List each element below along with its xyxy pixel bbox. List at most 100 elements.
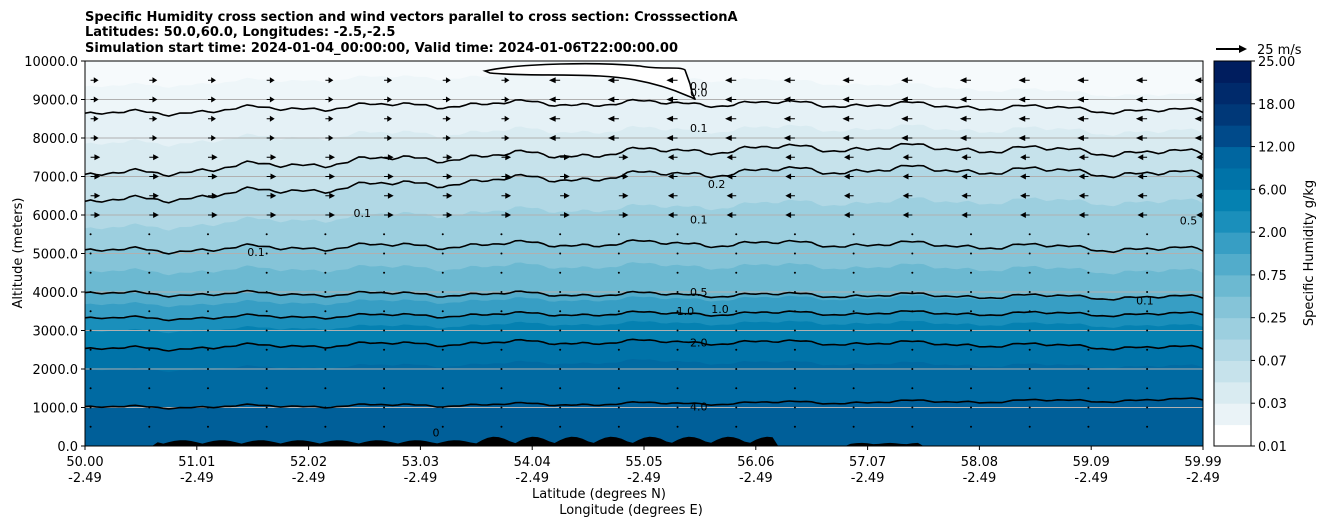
wind-arrowhead	[152, 77, 158, 84]
wind-arrow	[1028, 271, 1031, 274]
wind-arrowhead	[446, 212, 453, 218]
wind-arrow	[617, 252, 620, 255]
wind-arrow	[559, 291, 562, 293]
wind-arrow	[911, 291, 914, 293]
wind-arrow	[559, 310, 562, 313]
wind-arrow	[1146, 368, 1149, 370]
wind-arrow	[852, 406, 855, 409]
wind-arrowhead	[959, 96, 967, 103]
wind-arrowhead	[959, 135, 967, 141]
wind-arrowhead	[842, 115, 850, 122]
wind-arrow	[617, 291, 620, 293]
wind-arrow	[1028, 348, 1031, 351]
wind-arrow	[89, 271, 92, 274]
wind-arrowhead	[1137, 173, 1144, 180]
terrain	[85, 436, 1203, 446]
wind-arrow	[500, 348, 503, 351]
x-tick-label-lon: -2.49	[627, 471, 661, 486]
wind-arrow	[1146, 271, 1149, 274]
wind-arrow	[1028, 252, 1031, 255]
y-tick-label: 3000.0	[33, 325, 79, 340]
wind-arrowhead	[328, 96, 334, 103]
contour-line	[85, 338, 1203, 352]
wind-arrow	[793, 271, 796, 274]
wind-arrowhead	[667, 212, 674, 218]
wind-arrow	[852, 368, 855, 370]
wind-arrow	[911, 252, 914, 255]
colorbar-swatch	[1214, 274, 1251, 297]
wind-arrow	[852, 233, 855, 236]
wind-arrow	[852, 348, 855, 351]
wind-arrow	[148, 348, 151, 351]
wind-arrowhead	[211, 96, 216, 103]
colorbar-swatch	[1214, 232, 1251, 254]
x-tick-label-lon: -2.49	[68, 471, 102, 486]
wind-arrowhead	[666, 135, 674, 141]
wind-arrowhead	[270, 212, 277, 218]
colorbar-swatch	[1214, 317, 1251, 340]
wind-arrow	[324, 406, 327, 409]
wind-arrowhead	[959, 77, 967, 84]
wind-arrow	[500, 387, 503, 390]
wind-arrow	[1028, 291, 1031, 293]
wind-arrowhead	[93, 135, 99, 141]
wind-arrowhead	[211, 77, 216, 84]
colorbar-frame	[1213, 60, 1252, 447]
wind-arrow	[911, 368, 914, 370]
wind-arrow	[324, 310, 327, 313]
wind-arrowhead	[269, 115, 275, 122]
wind-arrow	[206, 368, 209, 370]
x-tick-label-lat: 56.06	[737, 455, 774, 470]
wind-arrow	[1146, 387, 1149, 390]
wind-arrow	[383, 329, 386, 332]
wind-arrowhead	[94, 192, 101, 199]
wind-arrow	[970, 252, 973, 255]
wind-arrow	[265, 271, 268, 274]
wind-arrowhead	[1137, 154, 1144, 161]
wind-arrow	[1028, 368, 1031, 370]
wind-arrow	[676, 291, 679, 293]
wind-arrow	[970, 368, 973, 370]
x-tick-label-lat: 53.03	[402, 455, 439, 470]
wind-arrow	[441, 387, 444, 390]
x-axis-label-lon: Longitude (degrees E)	[559, 503, 703, 518]
contour-label: 2.0	[690, 337, 708, 350]
wind-arrow	[1146, 329, 1149, 332]
wind-arrow	[1205, 253, 1207, 255]
wind-arrowhead	[387, 77, 393, 84]
wind-arrow	[559, 348, 562, 351]
wind-arrowhead	[961, 212, 968, 218]
wind-arrow	[89, 368, 92, 370]
colorbar	[1214, 61, 1251, 447]
wind-arrowhead	[783, 96, 791, 103]
wind-arrow	[735, 425, 738, 428]
wind-arrow	[676, 329, 679, 332]
contour-label: 0.1	[1136, 294, 1154, 307]
contour-label: 0.1	[690, 122, 708, 135]
wind-arrowhead	[329, 154, 335, 161]
x-tick-label-lat: 50.00	[66, 455, 103, 470]
wind-arrowhead	[1018, 135, 1026, 141]
wind-arrow	[441, 406, 444, 409]
x-tick-label-lon: -2.49	[1186, 471, 1220, 486]
wind-arrow	[206, 348, 209, 351]
wind-key: 25 m/s	[1216, 43, 1302, 58]
wind-arrowhead	[548, 135, 556, 141]
wind-arrowhead	[504, 96, 510, 103]
contour-line	[85, 310, 1203, 322]
wind-arrow	[441, 252, 444, 255]
x-tick-label-lon: -2.49	[1074, 471, 1108, 486]
wind-arrow	[441, 271, 444, 274]
wind-arrow	[206, 329, 209, 332]
wind-arrow	[793, 329, 796, 332]
wind-arrow	[559, 406, 562, 409]
wind-arrowhead	[1020, 212, 1026, 218]
wind-arrowhead	[211, 115, 216, 122]
wind-arrow	[383, 291, 386, 293]
wind-arrow	[383, 252, 386, 255]
wind-arrow	[1087, 368, 1090, 370]
colorbar-swatch	[1214, 360, 1251, 383]
wind-arrow	[1205, 291, 1207, 293]
colorbar-tick-label: 0.75	[1258, 269, 1287, 284]
wind-arrow	[735, 252, 738, 255]
